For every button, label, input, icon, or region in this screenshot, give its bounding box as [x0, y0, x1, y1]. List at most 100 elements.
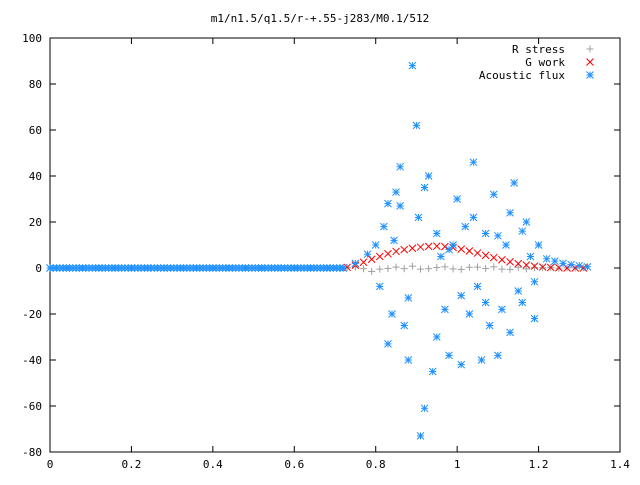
acoustic-flux-point [380, 222, 388, 231]
acoustic-flux-point [420, 183, 429, 192]
acoustic-flux-point [432, 333, 441, 341]
acoustic-flux-point [494, 351, 502, 360]
legend-label: Acoustic flux [479, 69, 565, 82]
r-stress-point [506, 265, 514, 273]
acoustic-flux-point [461, 222, 470, 231]
acoustic-flux-point [371, 241, 380, 249]
acoustic-flux-point [465, 310, 474, 318]
g-work-point [538, 263, 547, 271]
acoustic-flux-point [441, 305, 449, 314]
g-work-point [506, 257, 514, 266]
r-stress-series [343, 262, 587, 275]
r-stress-point [408, 262, 416, 270]
y-tick-label: 80 [29, 78, 42, 91]
r-stress-point [433, 264, 441, 272]
r-stress-point [368, 267, 376, 275]
acoustic-flux-baseline [46, 264, 347, 272]
g-work-point [489, 253, 498, 262]
g-work-point [465, 247, 474, 255]
acoustic-flux-point [530, 277, 539, 286]
acoustic-flux-point [404, 294, 413, 302]
acoustic-flux-point [396, 202, 404, 210]
acoustic-flux-point [522, 218, 531, 226]
y-tick-label: -20 [22, 308, 42, 321]
acoustic-flux-point [432, 229, 441, 238]
acoustic-flux-point [339, 264, 347, 272]
legend-marker [586, 71, 594, 79]
x-tick-label: 0.2 [121, 458, 141, 471]
acoustic-flux-point [530, 314, 539, 323]
acoustic-flux-point [445, 245, 453, 254]
acoustic-flux-point [420, 404, 429, 413]
x-tick-label: 0.6 [284, 458, 304, 471]
acoustic-flux-point [453, 195, 461, 203]
y-tick-label: -40 [22, 354, 42, 367]
r-stress-point [498, 265, 506, 273]
acoustic-flux-point [481, 229, 490, 238]
g-work-point [392, 247, 400, 256]
acoustic-flux-point [469, 158, 478, 167]
acoustic-flux-point [437, 252, 445, 261]
acoustic-flux-point [526, 252, 535, 261]
acoustic-flux-point [445, 351, 453, 360]
y-tick-label: 60 [29, 124, 42, 137]
x-tick-label: 1 [454, 458, 461, 471]
r-stress-point [360, 265, 367, 273]
acoustic-flux-point [534, 241, 543, 249]
r-stress-point [417, 265, 424, 273]
g-work-point [375, 252, 384, 261]
acoustic-flux-point [363, 250, 372, 259]
x-tick-label: 0.8 [366, 458, 386, 471]
g-work-point [473, 249, 482, 257]
acoustic-flux-point [473, 282, 482, 291]
acoustic-flux-point [494, 231, 502, 240]
acoustic-flux-point [416, 432, 425, 440]
g-work-point [457, 245, 466, 253]
r-stress-point [482, 264, 490, 272]
r-stress-point [531, 264, 538, 272]
acoustic-flux-point [502, 241, 510, 249]
acoustic-flux-point [384, 340, 392, 348]
acoustic-flux-point [396, 162, 404, 171]
x-tick-label: 0 [47, 458, 54, 471]
r-stress-point [522, 265, 530, 273]
g-work-point [481, 251, 490, 260]
r-stress-point [425, 265, 433, 273]
acoustic-flux-point [489, 190, 498, 199]
acoustic-flux-point [514, 287, 523, 295]
g-work-point [514, 259, 523, 268]
r-stress-point [474, 263, 481, 271]
acoustic-flux-point [575, 261, 584, 270]
acoustic-flux-point [567, 260, 575, 269]
r-stress-point [441, 263, 449, 271]
r-stress-point [490, 263, 498, 271]
y-tick-label: 100 [22, 32, 42, 45]
legend-marker [586, 58, 594, 66]
y-tick-label: 20 [29, 216, 42, 229]
legend-label: G work [525, 56, 565, 69]
r-stress-point [449, 265, 457, 273]
acoustic-flux-point [412, 121, 421, 130]
acoustic-flux-point [469, 213, 478, 222]
g-work-point [522, 261, 531, 269]
g-work-point [384, 249, 392, 258]
x-tick-label: 0.4 [203, 458, 223, 471]
acoustic-flux-point [485, 321, 494, 330]
g-work-point [400, 245, 409, 254]
g-work-point [359, 258, 368, 267]
x-tick-label: 1.2 [529, 458, 549, 471]
acoustic-flux-point [375, 282, 384, 291]
acoustic-flux-point [424, 172, 433, 180]
acoustic-flux-point [551, 257, 559, 265]
acoustic-flux-point [559, 259, 567, 268]
acoustic-flux-point [384, 199, 392, 208]
plot-area: 0 0.2 0.4 0.6 0.8 1 1.2 1.4 -80 -60 -40 -20 0 20 40 60 8… [22, 32, 630, 471]
chart-title: m1/n1.5/q1.5/r-+.55-j283/M0.1/512 [211, 12, 430, 25]
acoustic-flux-point [510, 179, 518, 187]
acoustic-flux-point [457, 291, 466, 300]
plot-frame [49, 37, 621, 453]
acoustic-flux-point [457, 360, 466, 369]
